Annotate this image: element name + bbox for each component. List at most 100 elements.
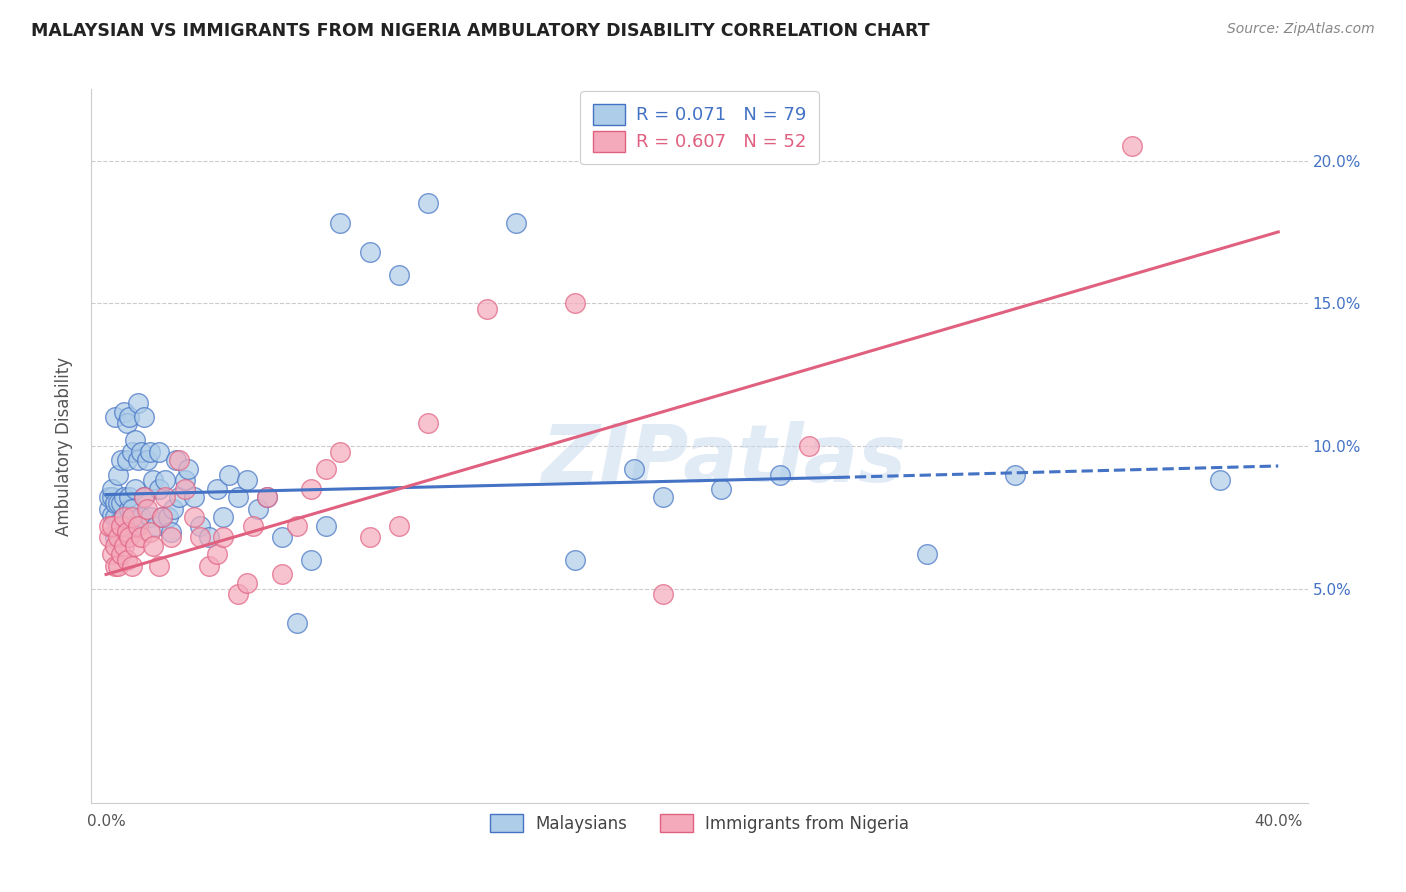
Point [564, 553, 586, 567]
Point [299, 482, 322, 496]
Point [110, 453, 132, 467]
Point [107, 558, 129, 573]
Point [169, 491, 191, 505]
Point [505, 216, 527, 230]
Point [118, 501, 141, 516]
Point [121, 444, 143, 458]
Point [156, 510, 179, 524]
Point [104, 510, 127, 524]
Point [183, 491, 205, 505]
Point [299, 553, 322, 567]
Point [218, 467, 240, 482]
Point [242, 519, 264, 533]
Point [148, 558, 170, 573]
Point [710, 482, 733, 496]
Point [315, 462, 337, 476]
Point [148, 444, 170, 458]
Text: Source: ZipAtlas.com: Source: ZipAtlas.com [1227, 22, 1375, 37]
Point [197, 530, 219, 544]
Point [159, 530, 181, 544]
Point [388, 268, 411, 282]
Y-axis label: Ambulatory Disability: Ambulatory Disability [55, 357, 73, 535]
Point [112, 510, 135, 524]
Point [110, 519, 132, 533]
Point [104, 410, 127, 425]
Point [329, 216, 352, 230]
Point [112, 539, 135, 553]
Point [197, 558, 219, 573]
Point [112, 491, 135, 505]
Point [118, 491, 141, 505]
Point [112, 510, 135, 524]
Point [142, 539, 165, 553]
Point [101, 519, 124, 533]
Point [101, 548, 124, 562]
Point [115, 524, 138, 539]
Point [110, 519, 132, 533]
Point [127, 519, 149, 533]
Point [270, 567, 292, 582]
Point [142, 473, 165, 487]
Point [915, 548, 938, 562]
Point [285, 615, 308, 630]
Point [247, 501, 270, 516]
Point [101, 508, 124, 522]
Point [124, 434, 146, 448]
Point [174, 473, 197, 487]
Point [110, 530, 132, 544]
Point [651, 587, 673, 601]
Point [139, 444, 162, 458]
Point [564, 296, 586, 310]
Point [150, 510, 173, 524]
Point [148, 482, 170, 496]
Point [169, 453, 191, 467]
Point [98, 491, 121, 505]
Point [418, 416, 440, 430]
Point [134, 491, 156, 505]
Point [418, 196, 440, 211]
Point [104, 530, 127, 544]
Point [212, 510, 235, 524]
Point [1208, 473, 1230, 487]
Point [177, 462, 200, 476]
Point [165, 453, 187, 467]
Legend: Malaysians, Immigrants from Nigeria: Malaysians, Immigrants from Nigeria [481, 805, 918, 841]
Point [139, 510, 162, 524]
Point [127, 453, 149, 467]
Point [104, 539, 127, 553]
Point [112, 405, 135, 419]
Point [212, 530, 235, 544]
Point [115, 416, 138, 430]
Point [359, 244, 381, 259]
Point [256, 491, 278, 505]
Point [115, 553, 138, 567]
Point [207, 482, 229, 496]
Point [226, 587, 249, 601]
Point [124, 482, 146, 496]
Point [799, 439, 821, 453]
Point [134, 410, 156, 425]
Point [124, 539, 146, 553]
Point [651, 491, 673, 505]
Point [98, 519, 121, 533]
Point [188, 530, 211, 544]
Point [153, 491, 176, 505]
Point [162, 501, 184, 516]
Point [118, 530, 141, 544]
Point [1121, 139, 1143, 153]
Point [174, 482, 197, 496]
Point [475, 301, 498, 316]
Point [121, 501, 143, 516]
Point [153, 473, 176, 487]
Point [285, 519, 308, 533]
Point [129, 530, 152, 544]
Point [115, 524, 138, 539]
Point [101, 491, 124, 505]
Point [110, 496, 132, 510]
Point [121, 558, 143, 573]
Point [107, 467, 129, 482]
Point [121, 510, 143, 524]
Point [115, 453, 138, 467]
Point [98, 501, 121, 516]
Point [226, 491, 249, 505]
